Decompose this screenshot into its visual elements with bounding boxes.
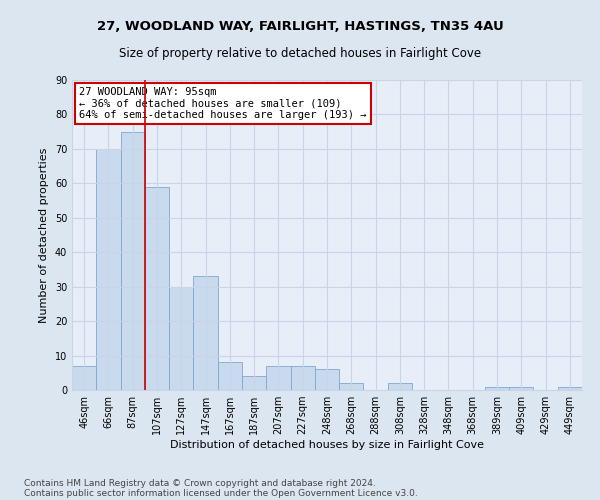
Bar xyxy=(242,376,266,390)
Bar xyxy=(193,276,218,390)
Text: 27 WOODLAND WAY: 95sqm
← 36% of detached houses are smaller (109)
64% of semi-de: 27 WOODLAND WAY: 95sqm ← 36% of detached… xyxy=(79,87,367,120)
Bar xyxy=(558,386,582,390)
Bar xyxy=(72,366,96,390)
Bar xyxy=(169,286,193,390)
Bar xyxy=(315,370,339,390)
Bar xyxy=(509,386,533,390)
Bar xyxy=(485,386,509,390)
Bar xyxy=(290,366,315,390)
Text: Contains HM Land Registry data © Crown copyright and database right 2024.: Contains HM Land Registry data © Crown c… xyxy=(24,478,376,488)
Y-axis label: Number of detached properties: Number of detached properties xyxy=(39,148,49,322)
Bar xyxy=(218,362,242,390)
Text: 27, WOODLAND WAY, FAIRLIGHT, HASTINGS, TN35 4AU: 27, WOODLAND WAY, FAIRLIGHT, HASTINGS, T… xyxy=(97,20,503,33)
Bar xyxy=(339,383,364,390)
Bar xyxy=(388,383,412,390)
Bar xyxy=(96,149,121,390)
Text: Contains public sector information licensed under the Open Government Licence v3: Contains public sector information licen… xyxy=(24,488,418,498)
Bar xyxy=(121,132,145,390)
Bar xyxy=(266,366,290,390)
Text: Size of property relative to detached houses in Fairlight Cove: Size of property relative to detached ho… xyxy=(119,48,481,60)
Bar xyxy=(145,187,169,390)
X-axis label: Distribution of detached houses by size in Fairlight Cove: Distribution of detached houses by size … xyxy=(170,440,484,450)
